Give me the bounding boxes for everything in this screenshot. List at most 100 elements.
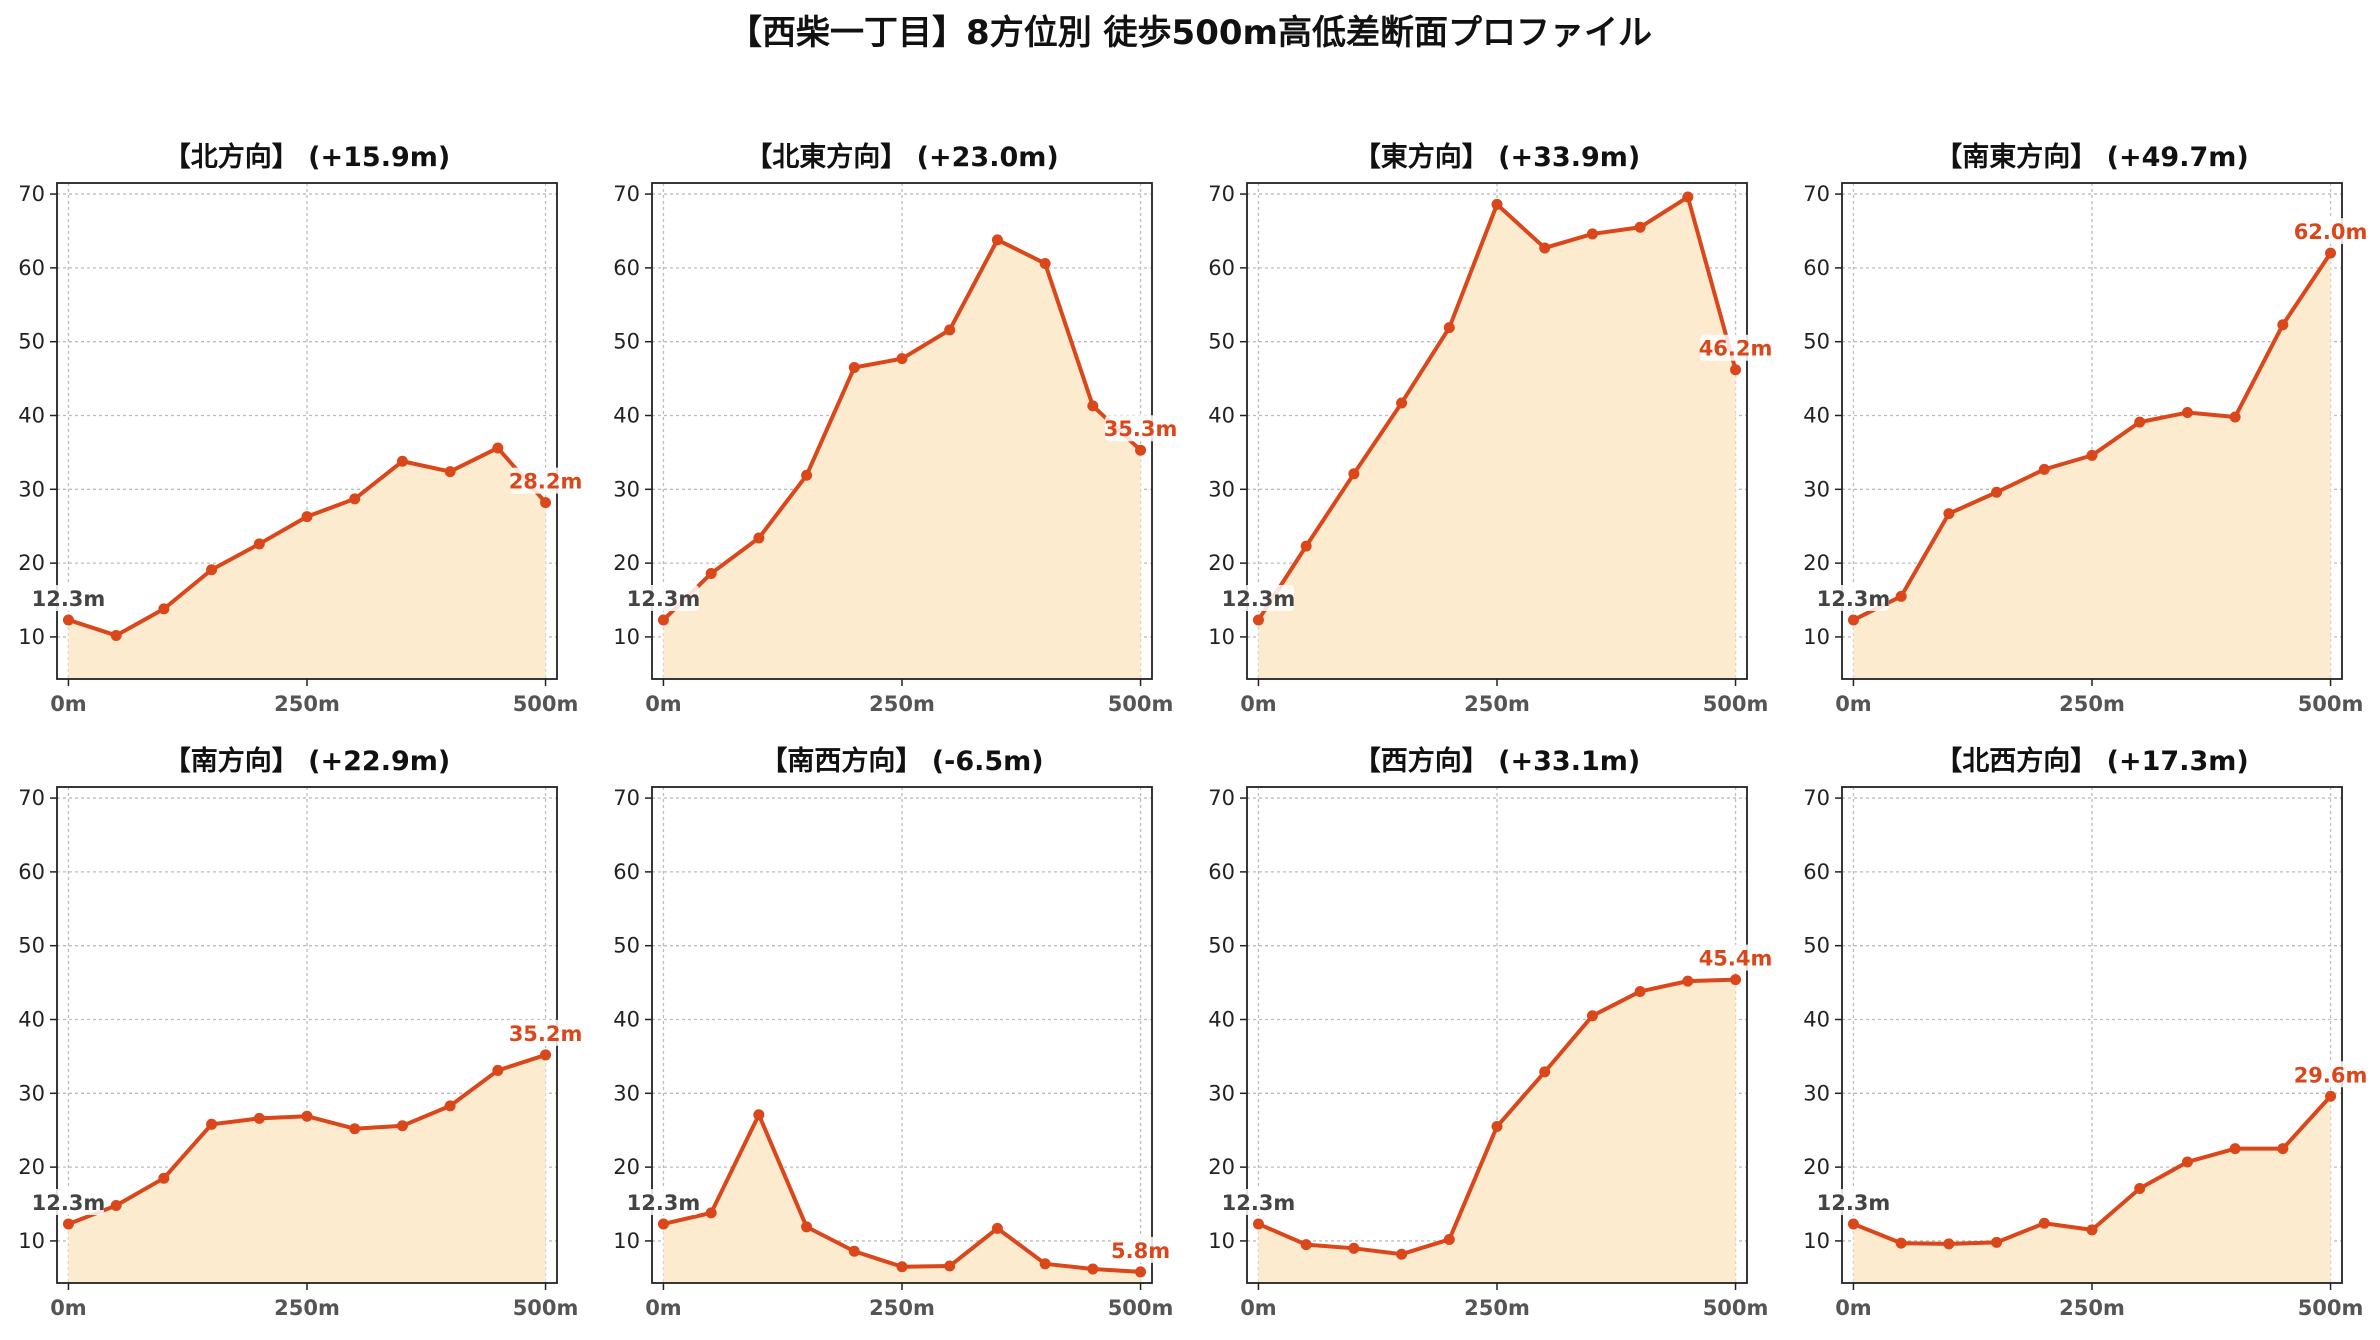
x-tick-label: 0m (645, 692, 682, 716)
data-point (1396, 397, 1408, 409)
y-tick-label: 70 (1803, 182, 1830, 206)
panel-3: 【南東方向】 (+49.7m) 10 20 30 40 50 60 70 0m 250m 500m 1… (1803, 141, 2367, 716)
end-value-label-bg (1700, 944, 1772, 971)
data-point (1252, 1218, 1264, 1230)
data-point (1443, 322, 1455, 334)
panel-0: 【北方向】 (+15.9m) 10 20 30 40 50 60 70 0m 250m 500m 12… (18, 141, 582, 716)
end-value-label: 5.8m (1111, 1239, 1170, 1263)
x-tick-label: 250m (1464, 692, 1530, 716)
y-tick-label: 30 (613, 477, 640, 501)
y-tick-label: 60 (613, 256, 640, 280)
x-tick-label: 500m (1703, 1296, 1769, 1320)
data-point (1682, 975, 1694, 987)
y-tick-label: 70 (1208, 182, 1235, 206)
y-tick-label: 60 (18, 256, 45, 280)
area-fill (663, 1114, 1141, 1283)
data-point (2086, 1224, 2098, 1236)
x-tick-label: 500m (513, 1296, 579, 1320)
data-point (349, 1123, 361, 1135)
data-point (1943, 508, 1955, 520)
x-tick-label: 0m (1835, 1296, 1872, 1320)
data-point (1539, 1066, 1551, 1078)
y-tick-label: 20 (1208, 551, 1235, 575)
y-tick-label: 20 (1803, 1155, 1830, 1179)
y-tick-label: 40 (18, 1008, 45, 1032)
x-tick-label: 250m (869, 1296, 935, 1320)
start-value-label: 12.3m (1222, 587, 1296, 611)
end-value-label: 29.6m (2294, 1063, 2368, 1087)
area-fill (1853, 1096, 2331, 1283)
data-point (158, 603, 170, 615)
panel-title: 【北東方向】 (+23.0m) (745, 141, 1058, 173)
y-tick-label: 50 (1208, 330, 1235, 354)
data-point (705, 1207, 717, 1219)
data-point (848, 362, 860, 374)
data-point (1991, 486, 2003, 498)
data-point (2134, 416, 2146, 428)
data-point (349, 493, 361, 505)
x-tick-label: 500m (2298, 692, 2364, 716)
data-point (396, 455, 408, 467)
data-point (1087, 1263, 1099, 1275)
end-value-label-bg (1700, 334, 1772, 361)
y-tick-label: 10 (613, 625, 640, 649)
y-tick-label: 20 (1208, 1155, 1235, 1179)
start-value-label: 12.3m (1817, 1191, 1891, 1215)
y-tick-label: 10 (1208, 625, 1235, 649)
x-tick-label: 250m (869, 692, 935, 716)
data-point (206, 1118, 218, 1130)
start-value-label-bg (32, 1188, 104, 1215)
data-point (1348, 468, 1360, 480)
y-tick-label: 70 (613, 786, 640, 810)
y-tick-label: 60 (1803, 256, 1830, 280)
end-value-label-bg (2295, 218, 2367, 245)
y-tick-label: 70 (613, 182, 640, 206)
data-point (1586, 1010, 1598, 1022)
data-point (896, 1261, 908, 1273)
end-value-label: 35.3m (1104, 417, 1178, 441)
panel-title: 【南方向】 (+22.9m) (164, 745, 450, 777)
data-point (801, 469, 813, 481)
data-point (1491, 1121, 1503, 1133)
data-point (1634, 221, 1646, 233)
y-tick-label: 50 (18, 330, 45, 354)
x-tick-label: 250m (274, 692, 340, 716)
y-tick-label: 50 (1803, 934, 1830, 958)
panel-title: 【東方向】 (+33.9m) (1354, 141, 1640, 173)
data-point (540, 1049, 552, 1061)
data-point (158, 1172, 170, 1184)
panel-4: 【南方向】 (+22.9m) 10 20 30 40 50 60 70 0m 250m 500m 12… (18, 745, 582, 1320)
data-point (206, 564, 218, 576)
y-tick-label: 50 (1208, 934, 1235, 958)
x-tick-label: 500m (2298, 1296, 2364, 1320)
panel-title: 【南東方向】 (+49.7m) (1935, 141, 2248, 173)
data-point (2325, 1090, 2337, 1102)
y-tick-label: 10 (613, 1229, 640, 1253)
y-tick-label: 20 (18, 551, 45, 575)
x-tick-label: 0m (50, 692, 87, 716)
data-point (301, 511, 313, 523)
data-point (1943, 1238, 1955, 1250)
end-value-label-bg (2295, 1061, 2367, 1088)
end-value-label: 35.2m (509, 1022, 583, 1046)
data-point (1847, 1218, 1859, 1230)
y-tick-label: 40 (1208, 1008, 1235, 1032)
start-value-label-bg (1222, 1188, 1294, 1215)
panel-6: 【西方向】 (+33.1m) 10 20 30 40 50 60 70 0m 250m 500m 12… (1208, 745, 1772, 1320)
data-point (1895, 1237, 1907, 1249)
data-point (1895, 590, 1907, 602)
end-value-label-bg (510, 1019, 582, 1046)
y-tick-label: 10 (18, 1229, 45, 1253)
data-point (991, 1222, 1003, 1234)
data-point (753, 1109, 765, 1121)
data-point (110, 1200, 122, 1211)
data-point (657, 1218, 669, 1230)
data-point (2325, 247, 2337, 259)
data-point (1730, 974, 1742, 986)
data-point (2277, 319, 2289, 331)
data-point (801, 1221, 813, 1233)
y-tick-label: 20 (613, 551, 640, 575)
data-point (2086, 449, 2098, 461)
start-value-label-bg (1817, 1188, 1889, 1215)
